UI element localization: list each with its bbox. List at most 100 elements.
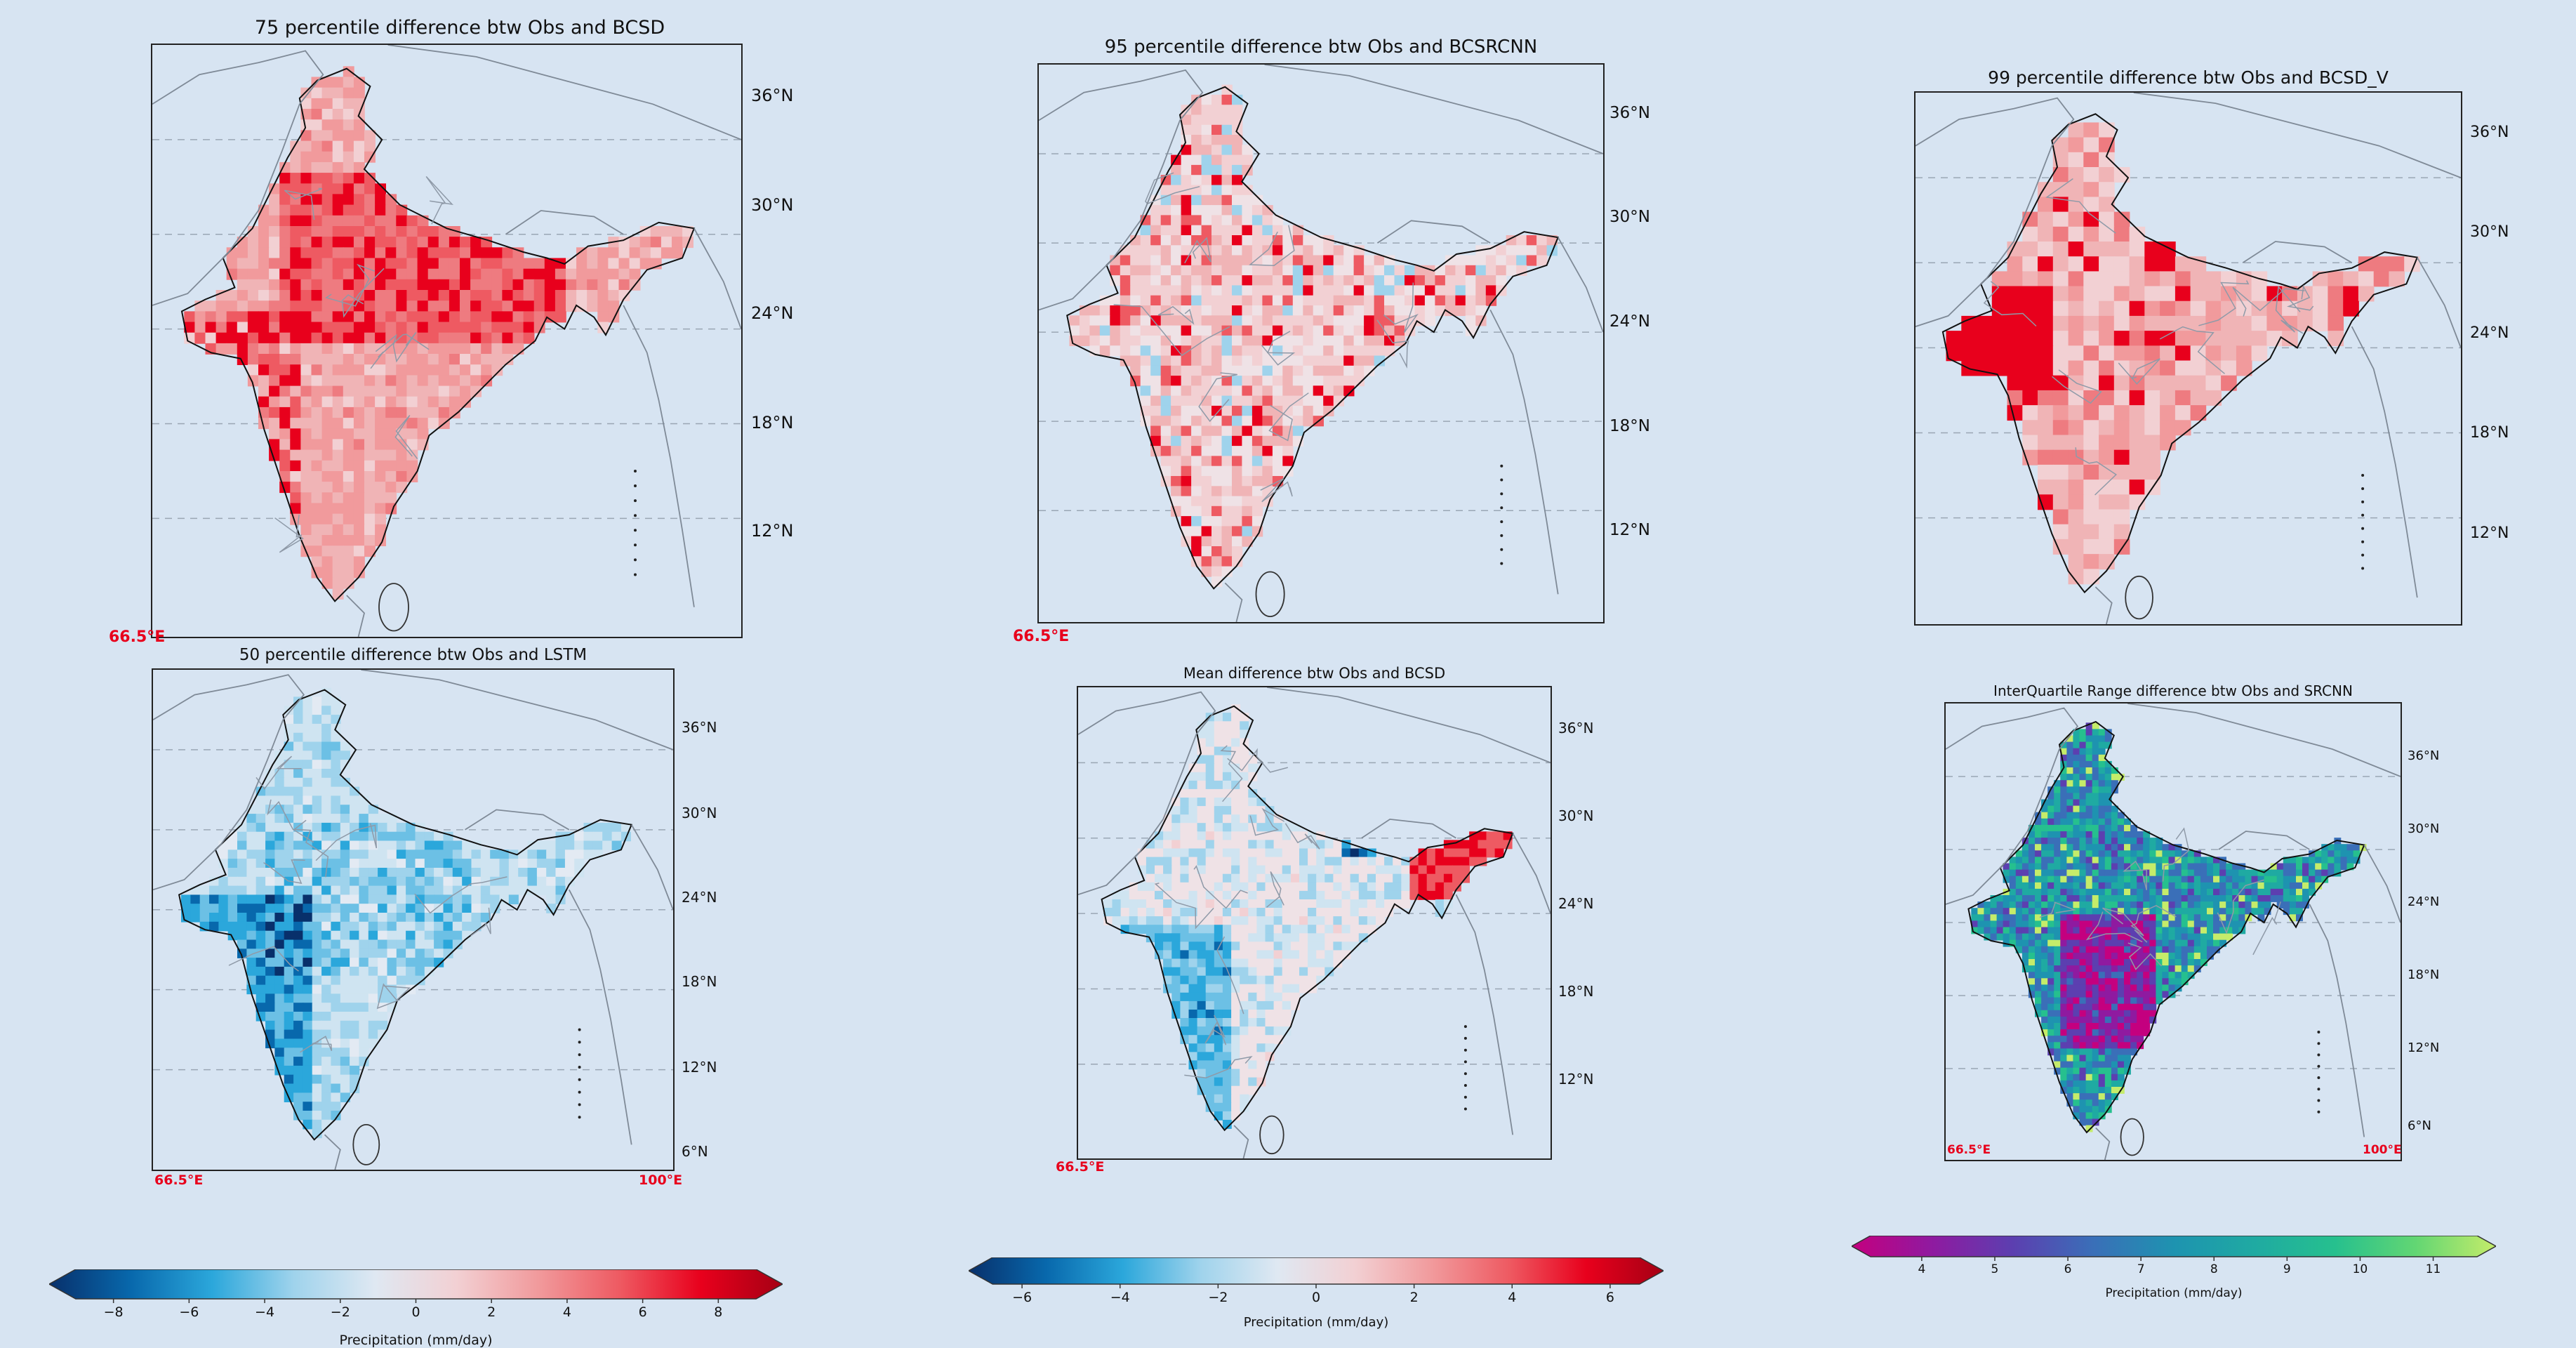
lat-label: 30°N (2408, 821, 2440, 836)
colorbar-gradient (969, 1257, 1664, 1288)
india-border (1941, 113, 2419, 594)
colorbar-tick-label: 6 (2064, 1262, 2072, 1276)
precipitation-raster (1103, 704, 1513, 1129)
state-border (293, 819, 329, 878)
state-border (1268, 392, 1309, 442)
state-border (2217, 879, 2264, 934)
state-border (1157, 305, 1195, 325)
colorbar-tick-label: 9 (2283, 1262, 2291, 1276)
lat-label: 12°N (751, 521, 794, 541)
map-title: Mean difference btw Obs and BCSD (1183, 665, 1446, 682)
country-border (1455, 894, 1514, 1135)
map-panel-mean: Mean difference btw Obs and BCSD 36°N 30… (1056, 663, 1624, 1183)
colorbar-label: Precipitation (mm/day) (1243, 1315, 1389, 1330)
map-title: 95 percentile difference btw Obs and BCS… (1104, 37, 1538, 58)
state-border (394, 415, 418, 459)
colorbar-fill (1852, 1236, 2496, 1257)
map-frame (1077, 686, 1552, 1160)
map-frame (151, 44, 743, 638)
country-border (2417, 257, 2461, 348)
lon-label-left: 66.5°E (1947, 1143, 1991, 1157)
state-border (1376, 319, 1409, 369)
state-border (300, 1036, 333, 1053)
country-border (2363, 845, 2401, 923)
state-border (1266, 871, 1284, 908)
state-border (1284, 823, 1320, 850)
colorbar-tick-label: −4 (255, 1304, 275, 1320)
country-border (2133, 93, 2461, 178)
state-border (1983, 281, 2037, 327)
island-dot (634, 470, 637, 473)
island-dot (634, 573, 637, 576)
colorbar-tick-label: −4 (1110, 1290, 1130, 1305)
colorbar-gradient (49, 1269, 783, 1303)
island-dot (2361, 527, 2365, 530)
island-dot (578, 1066, 581, 1069)
country-border (1376, 220, 1491, 244)
state-border (325, 263, 376, 307)
colorbar-tick-label: 0 (411, 1304, 420, 1320)
country-border (2351, 326, 2418, 598)
precipitation-raster (1971, 722, 2367, 1132)
state-border (2102, 907, 2148, 943)
map-title: 75 percentile difference btw Obs and BCS… (254, 17, 665, 39)
colorbar-label: Precipitation (mm/day) (2105, 1286, 2243, 1300)
country-border (1224, 582, 1243, 622)
map-panel-99-percentile: 99 percentile difference btw Obs and BCS… (1914, 65, 2511, 640)
colorbar-tick-label: 5 (1991, 1262, 1999, 1276)
state-border (284, 187, 323, 220)
country-border (361, 670, 673, 751)
island-dot (2317, 1053, 2321, 1057)
lat-label: 36°N (2408, 748, 2440, 763)
precipitation-raster (181, 687, 631, 1139)
state-border (255, 755, 302, 790)
lat-label: 18°N (751, 413, 794, 432)
island-dot (2317, 1088, 2321, 1091)
state-border (470, 907, 491, 937)
lon-label-left: 66.5°E (1056, 1159, 1105, 1175)
state-border (2127, 942, 2163, 970)
sri-lanka-outline (2120, 1118, 2144, 1156)
colorbar-tick-label: 4 (562, 1304, 571, 1320)
colorbar-diverging-2: Precipitation (mm/day) −6 −4 −2 0 2 4 6 (969, 1257, 1664, 1335)
island-dot (578, 1090, 581, 1094)
country-border (2127, 703, 2401, 777)
country-border (1916, 97, 2075, 327)
india-border (180, 67, 696, 602)
island-dot (1463, 1107, 1467, 1111)
india-border (1967, 720, 2365, 1134)
state-border (375, 332, 417, 363)
lat-label: 12°N (1558, 1071, 1594, 1088)
state-border (2159, 326, 2225, 374)
state-border (2232, 286, 2305, 317)
lat-label: 12°N (1609, 521, 1650, 539)
colorbar-tick-label: −6 (179, 1304, 199, 1320)
lat-label: 24°N (682, 889, 717, 906)
sri-lanka-outline (352, 1124, 380, 1165)
island-dot (1500, 520, 1503, 524)
india-map (1078, 687, 1551, 1158)
lat-label: 12°N (682, 1059, 717, 1076)
state-border (2198, 280, 2250, 326)
country-border (1233, 1125, 1249, 1158)
precipitation-raster (1946, 122, 2420, 585)
lat-label: 30°N (682, 805, 717, 821)
state-border (1383, 282, 1419, 333)
island-dot (578, 1028, 581, 1031)
country-border (1946, 707, 2079, 905)
lat-label: 24°N (751, 303, 794, 323)
colorbar-tick-label: −2 (330, 1304, 350, 1320)
sri-lanka-outline (1259, 1115, 1284, 1155)
country-border (630, 824, 673, 911)
map-frame (1944, 702, 2402, 1161)
state-border (2085, 911, 2143, 943)
india-map (153, 670, 673, 1170)
island-dot (634, 558, 637, 562)
island-dot (578, 1078, 581, 1081)
lat-label: 24°N (1609, 312, 1650, 331)
country-border (387, 45, 741, 140)
map-frame (152, 668, 675, 1171)
state-border (1193, 865, 1248, 909)
india-map (1916, 93, 2461, 624)
sri-lanka-outline (2125, 575, 2153, 620)
